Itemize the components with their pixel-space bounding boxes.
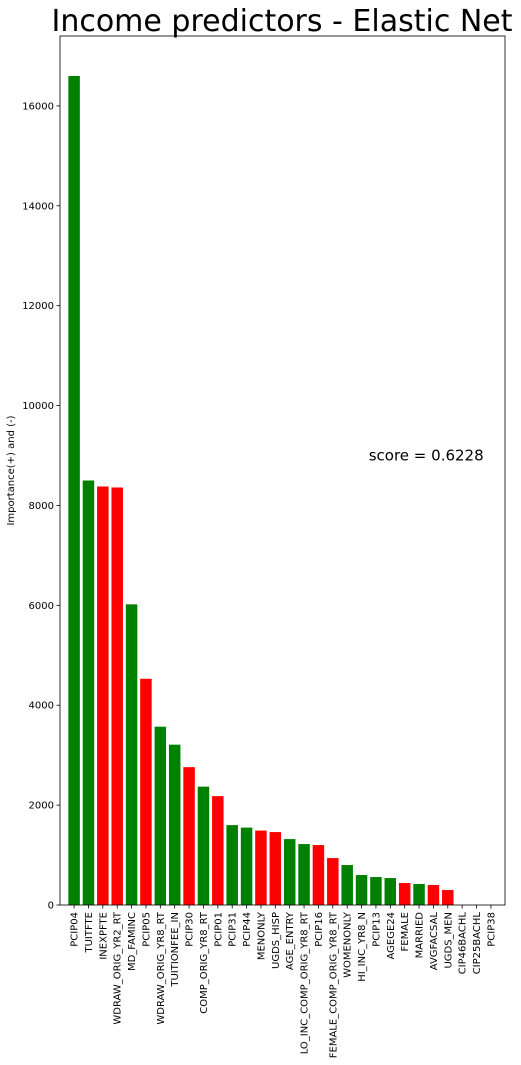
x-tick-label: MENONLY	[256, 911, 267, 960]
x-tick-label: LO_INC_COMP_ORIG_YR8_RT	[300, 911, 311, 1054]
bar-pcip44	[240, 827, 253, 905]
y-tick-label: 4000	[29, 701, 54, 712]
bar-wdraw-orig-yr8-rt	[154, 726, 167, 905]
bar-agege24	[384, 878, 397, 905]
x-tick-label: CIP25BACHL	[472, 912, 483, 975]
x-tick-label: PCIP16	[314, 912, 325, 947]
x-axis: PCIP04 TUITFTE INEXPFTE WDRAW_ORIG_YR2_RT MD…	[70, 905, 497, 1058]
x-tick-label: WDRAW_ORIG_YR2_RT	[113, 911, 124, 1024]
y-axis: 0 2000 4000 6000 8000 10000 12000 14000 16000	[22, 101, 60, 912]
bar-wdraw-orig-yr2-rt	[111, 487, 123, 905]
y-tick-label: 10000	[22, 401, 54, 412]
bar-comp-orig-yr8-rt	[197, 786, 210, 905]
bar-inexpfte	[97, 486, 109, 905]
x-tick-label: PCIP44	[242, 912, 253, 947]
x-tick-label: PCIP05	[141, 912, 152, 947]
bar-ugds-hisp	[269, 832, 282, 905]
x-tick-label: PCIP13	[371, 912, 382, 947]
x-tick-label: AVGFACSAL	[429, 912, 440, 971]
x-tick-label: AGE_ENTRY	[285, 911, 296, 970]
x-tick-label: MARRIED	[415, 912, 426, 959]
bar-pcip31	[226, 825, 238, 905]
x-tick-label: WDRAW_ORIG_YR8_RT	[156, 911, 167, 1024]
bar-lo-inc-comp-orig-yr8-rt	[298, 844, 310, 905]
bar-pcip05	[140, 678, 152, 905]
x-tick-label: WOMENONLY	[343, 911, 354, 978]
bar-pcip16	[312, 845, 325, 905]
bars-group	[68, 75, 454, 905]
y-tick-label: 2000	[29, 801, 54, 812]
x-tick-label: FEMALE_COMP_ORIG_YR8_RT	[328, 911, 339, 1058]
x-tick-label: PCIP01	[213, 912, 224, 947]
bar-pcip13	[370, 877, 382, 905]
bar-md-faminc	[125, 604, 138, 905]
score-annotation: score = 0.6228	[369, 447, 484, 465]
y-tick-label: 8000	[29, 501, 54, 512]
x-tick-label: COMP_ORIG_YR8_RT	[199, 911, 210, 1014]
y-tick-label: 0	[48, 901, 54, 912]
x-tick-label: MD_FAMINC	[127, 912, 138, 971]
x-tick-label: HI_INC_YR8_N	[357, 912, 368, 982]
x-tick-label: TUITIONFEE_IN	[170, 912, 181, 988]
bar-pcip01	[212, 796, 224, 905]
y-axis-label: Importance(+) and (-)	[6, 415, 17, 525]
bar-female-comp-orig-yr8-rt	[327, 858, 339, 905]
x-tick-label: UGDS_MEN	[443, 912, 454, 969]
x-tick-label: TUITFTE	[84, 912, 95, 954]
bar-menonly	[255, 830, 267, 905]
bar-female	[398, 883, 411, 905]
bar-pcip04	[68, 75, 80, 905]
x-tick-label: INEXPFTE	[98, 912, 109, 960]
x-tick-label: UGDS_HISP	[271, 912, 282, 969]
y-tick-label: 16000	[22, 101, 54, 112]
x-tick-label: PCIP31	[228, 912, 239, 947]
bar-tuitionfee-in	[168, 744, 181, 905]
bar-ugds-men	[442, 890, 454, 905]
x-tick-label: PCIP30	[185, 912, 196, 947]
x-tick-label: CIP46BACHL	[458, 912, 469, 975]
x-tick-label: AGEGE24	[386, 912, 397, 960]
x-tick-label: PCIP04	[70, 912, 81, 947]
bar-married	[413, 884, 425, 905]
x-tick-label: FEMALE	[400, 912, 411, 951]
y-tick-label: 12000	[22, 301, 54, 312]
bar-age-entry	[283, 839, 296, 905]
bar-womenonly	[341, 865, 353, 905]
bar-pcip30	[183, 767, 195, 905]
chart-title: Income predictors - Elastic Net	[51, 4, 512, 39]
plot-frame	[59, 35, 506, 906]
bar-tuitfte	[82, 480, 95, 905]
x-tick-label: PCIP38	[486, 912, 497, 947]
y-tick-label: 6000	[29, 601, 54, 612]
y-tick-label: 14000	[22, 201, 54, 212]
bar-avgfacsal	[427, 885, 440, 905]
bar-hi-inc-yr8-n	[355, 875, 368, 905]
